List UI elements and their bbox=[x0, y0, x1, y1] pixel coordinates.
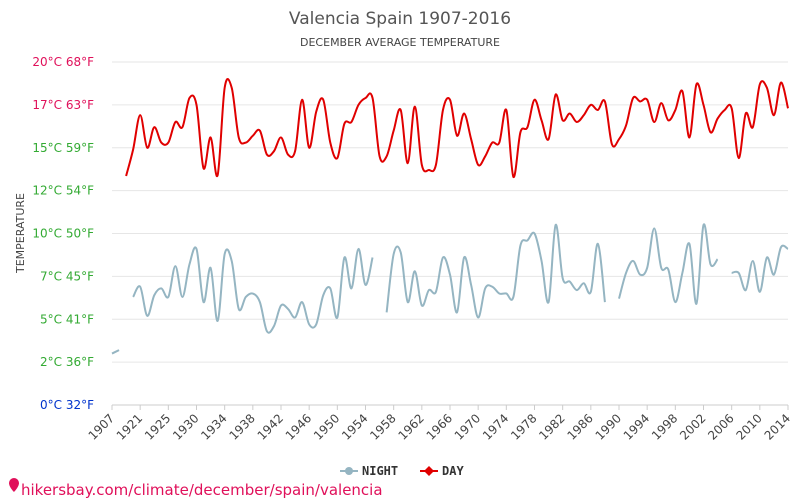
y-axis-label: TEMPERATURE bbox=[14, 193, 27, 274]
x-tick-label: 1994 bbox=[621, 411, 652, 442]
x-tick-label: 1990 bbox=[593, 411, 624, 442]
x-tick-label: 1921 bbox=[114, 411, 145, 442]
y-tick-label: 15°C 59°F bbox=[32, 141, 94, 155]
legend-label: NIGHT bbox=[362, 464, 398, 478]
x-tick-label: 1974 bbox=[480, 411, 511, 442]
x-tick-label: 2006 bbox=[705, 411, 736, 442]
legend-label: DAY bbox=[442, 464, 464, 478]
x-tick-label: 1998 bbox=[649, 411, 680, 442]
x-tick-label: 1986 bbox=[564, 411, 595, 442]
y-tick-label: 17°C 63°F bbox=[32, 98, 94, 112]
series-line bbox=[132, 246, 374, 334]
x-tick-label: 1950 bbox=[311, 411, 342, 442]
series-line bbox=[125, 78, 789, 178]
x-tick-label: 2010 bbox=[733, 411, 764, 442]
y-tick-label: 2°C 36°F bbox=[40, 355, 94, 369]
x-tick-label: 1958 bbox=[367, 411, 398, 442]
series-line bbox=[618, 223, 719, 305]
x-tick-label: 1934 bbox=[198, 411, 229, 442]
y-tick-label: 10°C 50°F bbox=[32, 227, 94, 241]
chart-subtitle: DECEMBER AVERAGE TEMPERATURE bbox=[300, 36, 500, 49]
legend-item[interactable]: NIGHT bbox=[340, 464, 398, 478]
y-tick-label: 7°C 45°F bbox=[40, 269, 94, 283]
series-line bbox=[385, 223, 606, 319]
y-tick-label: 0°C 32°F bbox=[40, 398, 94, 412]
source-link[interactable]: hikersbay.com/climate/december/spain/val… bbox=[21, 481, 383, 499]
source[interactable]: hikersbay.com/climate/december/spain/val… bbox=[8, 477, 383, 499]
x-tick-label: 1925 bbox=[142, 411, 173, 442]
x-tick-label: 1982 bbox=[536, 411, 567, 442]
pin-icon bbox=[8, 477, 19, 492]
y-tick-label: 12°C 54°F bbox=[32, 184, 94, 198]
x-tick-label: 1942 bbox=[255, 411, 286, 442]
x-tick-label: 1962 bbox=[395, 411, 426, 442]
y-tick-label: 5°C 41°F bbox=[40, 312, 94, 326]
x-tick-label: 1978 bbox=[508, 411, 539, 442]
x-tick-label: 1938 bbox=[226, 411, 257, 442]
legend-item[interactable]: DAY bbox=[420, 464, 464, 478]
x-tick-label: 2002 bbox=[677, 411, 708, 442]
series-line bbox=[111, 349, 120, 355]
x-tick-label: 1946 bbox=[283, 411, 314, 442]
x-tick-label: 1966 bbox=[424, 411, 455, 442]
x-tick-label: 1970 bbox=[452, 411, 483, 442]
chart-title: Valencia Spain 1907-2016 bbox=[289, 9, 511, 29]
x-tick-label: 1954 bbox=[339, 411, 370, 442]
y-tick-label: 20°C 68°F bbox=[32, 55, 94, 69]
series-line bbox=[731, 244, 789, 293]
x-tick-label: 1907 bbox=[86, 411, 117, 442]
legend-marker bbox=[345, 467, 353, 475]
x-tick-label: 2014 bbox=[762, 411, 793, 442]
x-tick-label: 1930 bbox=[170, 411, 201, 442]
legend-marker bbox=[424, 466, 434, 476]
